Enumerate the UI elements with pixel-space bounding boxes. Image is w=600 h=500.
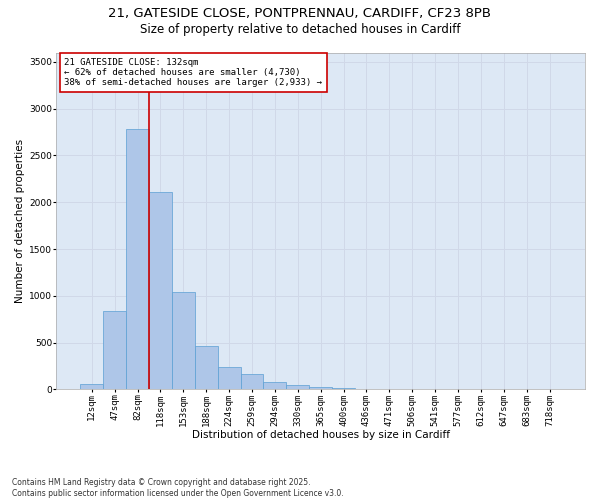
Bar: [80, 384, 103, 390]
Bar: [332, 388, 355, 390]
Bar: [309, 386, 332, 390]
Bar: [103, 312, 126, 390]
Text: Size of property relative to detached houses in Cardiff: Size of property relative to detached ho…: [140, 22, 460, 36]
Bar: [195, 346, 218, 390]
Bar: [172, 292, 195, 390]
X-axis label: Distribution of detached houses by size in Cardiff: Distribution of detached houses by size …: [191, 430, 449, 440]
Y-axis label: Number of detached properties: Number of detached properties: [15, 139, 25, 303]
Bar: [149, 192, 172, 390]
Text: 21 GATESIDE CLOSE: 132sqm
← 62% of detached houses are smaller (4,730)
38% of se: 21 GATESIDE CLOSE: 132sqm ← 62% of detac…: [64, 58, 322, 88]
Bar: [126, 129, 149, 390]
Bar: [263, 382, 286, 390]
Text: Contains HM Land Registry data © Crown copyright and database right 2025.
Contai: Contains HM Land Registry data © Crown c…: [12, 478, 344, 498]
Bar: [286, 385, 309, 390]
Bar: [241, 374, 263, 390]
Text: 21, GATESIDE CLOSE, PONTPRENNAU, CARDIFF, CF23 8PB: 21, GATESIDE CLOSE, PONTPRENNAU, CARDIFF…: [109, 8, 491, 20]
Bar: [218, 368, 241, 390]
